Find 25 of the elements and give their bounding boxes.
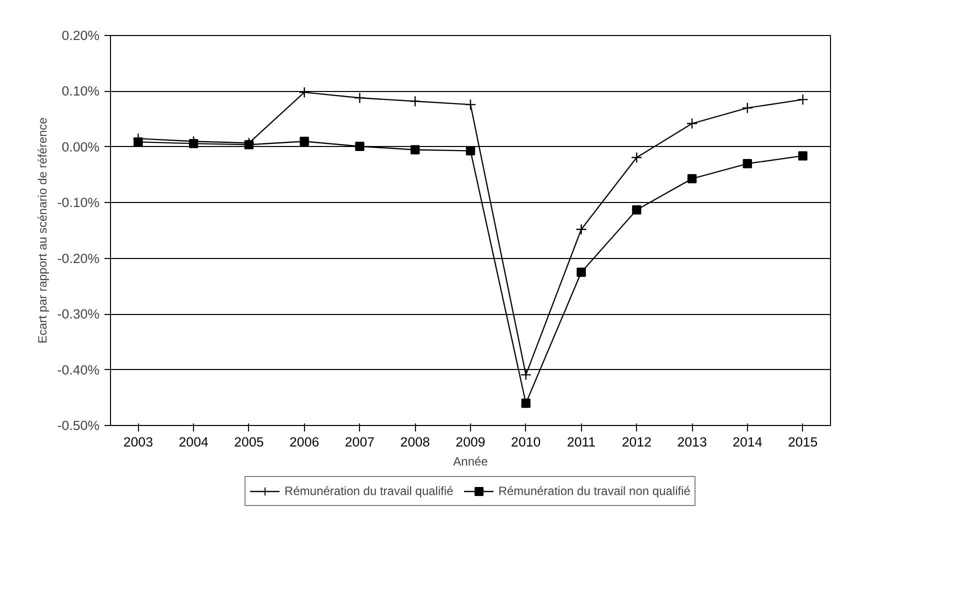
y-tick-label: -0.20%	[57, 250, 100, 266]
y-tick-label: 0.10%	[62, 84, 100, 99]
x-tick-label: 2003	[123, 434, 154, 450]
y-tick-label: -0.50%	[57, 418, 100, 433]
y-tick-label: -0.40%	[57, 362, 100, 378]
x-tick-label: 2011	[566, 434, 596, 450]
x-tick-label: 2014	[732, 434, 763, 450]
x-tick-label: 2013	[677, 434, 707, 450]
x-tick-label: 2015	[788, 434, 818, 450]
x-tick-label: 2012	[622, 434, 652, 450]
x-tick-label: 2007	[344, 434, 375, 450]
y-axis-title: Ecart par rapport au scénario de référence	[35, 117, 50, 344]
x-axis-title: Année	[453, 454, 488, 468]
x-tick-label: 2010	[511, 434, 541, 450]
y-tick-label: 0.20%	[62, 28, 100, 43]
x-tick-label: 2004	[178, 434, 209, 450]
y-tick-label: -0.10%	[57, 195, 100, 210]
y-tick-label: 0.00%	[62, 139, 100, 154]
x-tick-label: 2006	[290, 434, 320, 450]
legend-label: Rémunération du travail qualifié	[284, 484, 454, 498]
y-tick-label: -0.30%	[57, 306, 100, 322]
x-tick-label: 2008	[400, 434, 430, 450]
legend-label: Rémunération du travail non qualifié	[498, 484, 690, 498]
x-tick-label: 2009	[456, 434, 486, 450]
x-tick-label: 2005	[234, 434, 264, 450]
